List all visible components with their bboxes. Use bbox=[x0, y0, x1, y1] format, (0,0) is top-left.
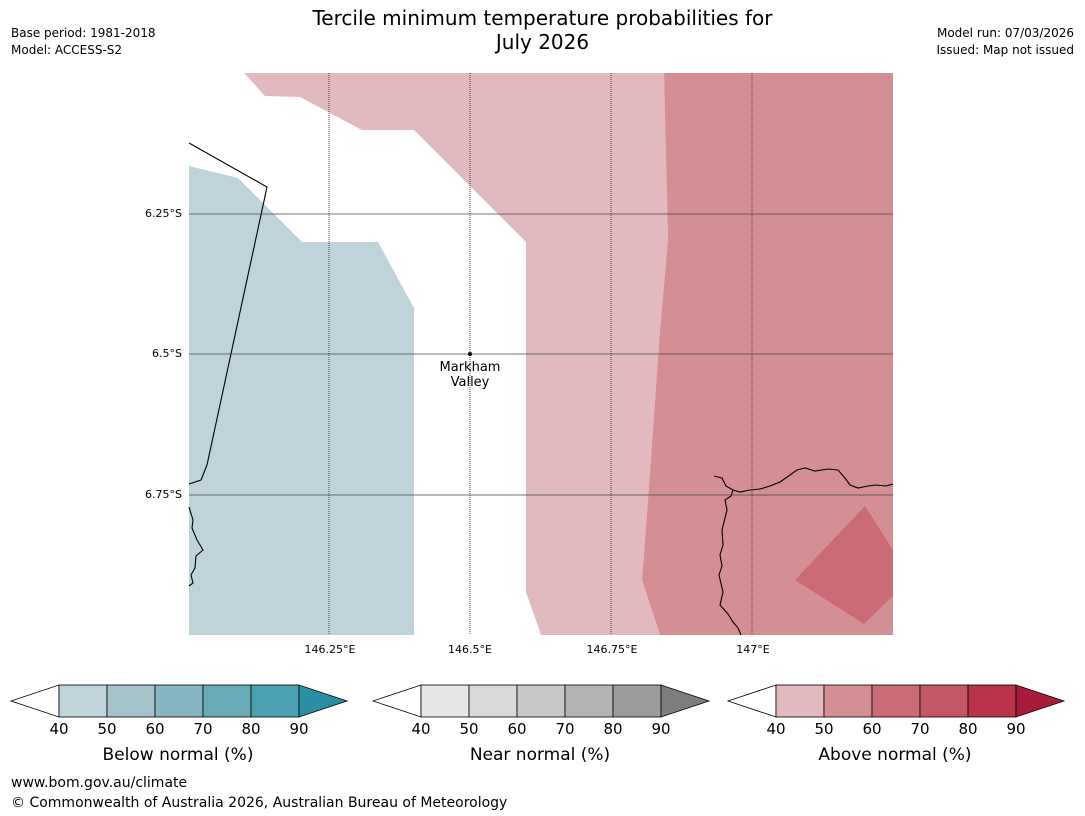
colorbar-segment bbox=[106, 684, 156, 718]
colorbar-segment bbox=[516, 684, 566, 718]
colorbar-segment bbox=[154, 684, 204, 718]
colorbar-extend-low bbox=[726, 684, 777, 718]
title-line-2: July 2026 bbox=[495, 30, 590, 54]
colorbars bbox=[9, 684, 1066, 718]
lat-label: 6.75°S bbox=[145, 488, 182, 501]
colorbar-tick-label: 80 bbox=[241, 720, 261, 738]
colorbar-tick-label: 60 bbox=[862, 720, 882, 738]
meta-right: Model run: 07/03/2026 Issued: Map not is… bbox=[936, 25, 1074, 59]
meta-left: Base period: 1981-2018 Model: ACCESS-S2 bbox=[11, 25, 156, 59]
coastline-west bbox=[188, 506, 204, 587]
model-name: Model: ACCESS-S2 bbox=[11, 43, 123, 57]
colorbar-above-normal bbox=[726, 684, 1066, 718]
colorbar-segment bbox=[58, 684, 108, 718]
footer-copyright: © Commonwealth of Australia 2026, Austra… bbox=[11, 795, 508, 811]
footer-url: www.bom.gov.au/climate bbox=[11, 775, 188, 791]
colorbar-segment bbox=[202, 684, 252, 718]
colorbar-extend-low bbox=[9, 684, 60, 718]
colorbar-tick-label: 60 bbox=[507, 720, 527, 738]
colorbar-tick-label: 70 bbox=[193, 720, 213, 738]
colorbar-tick-label: 80 bbox=[603, 720, 623, 738]
colorbar-extend-high bbox=[660, 684, 711, 718]
legend-title-near: Near normal (%) bbox=[469, 745, 611, 765]
colorbar-tick-label: 40 bbox=[411, 720, 431, 738]
base-period: Base period: 1981-2018 bbox=[11, 26, 156, 40]
lon-label: 147°E bbox=[736, 643, 770, 656]
border-line bbox=[188, 142, 268, 485]
colorbar-tick-label: 50 bbox=[814, 720, 834, 738]
colorbar-tick-label: 60 bbox=[145, 720, 165, 738]
colorbar-segment bbox=[871, 684, 921, 718]
map-title: Tercile minimum temperature probabilitie… bbox=[0, 6, 1085, 54]
colorbar-tick-label: 90 bbox=[289, 720, 309, 738]
colorbar-segment bbox=[967, 684, 1017, 718]
colorbar-segment bbox=[468, 684, 518, 718]
region-above-normal-60-70 bbox=[795, 506, 893, 624]
colorbar-segment bbox=[250, 684, 300, 718]
colorbar-tick-label: 90 bbox=[1006, 720, 1026, 738]
colorbar-segment bbox=[564, 684, 614, 718]
colorbar-tick-label: 50 bbox=[97, 720, 117, 738]
colorbar-tick-label: 70 bbox=[555, 720, 575, 738]
legend-title-above: Above normal (%) bbox=[818, 745, 972, 765]
colorbar-tick-label: 80 bbox=[958, 720, 978, 738]
region-above-normal-40-50 bbox=[244, 73, 668, 635]
colorbar-extend-high bbox=[1015, 684, 1066, 718]
place-label: Markham Valley bbox=[420, 360, 520, 390]
colorbar-tick-label: 90 bbox=[651, 720, 671, 738]
place-name-line-2: Valley bbox=[450, 375, 490, 390]
region-below-normal-40-50 bbox=[189, 166, 414, 635]
lon-label: 146.25°E bbox=[304, 643, 356, 656]
colorbar-below-normal bbox=[9, 684, 349, 718]
coastline-huon bbox=[713, 475, 742, 636]
place-name-line-1: Markham bbox=[439, 360, 501, 375]
issued-status: Issued: Map not issued bbox=[936, 43, 1074, 57]
colorbar-segment bbox=[612, 684, 662, 718]
location-marker bbox=[468, 352, 472, 356]
model-run: Model run: 07/03/2026 bbox=[936, 26, 1074, 40]
lat-label: 6.25°S bbox=[145, 207, 182, 220]
colorbar-tick-label: 40 bbox=[766, 720, 786, 738]
lon-label: 146.5°E bbox=[448, 643, 492, 656]
colorbar-segment bbox=[919, 684, 969, 718]
lat-label: 6.5°S bbox=[152, 347, 182, 360]
legend-title-below: Below normal (%) bbox=[102, 745, 254, 765]
colorbar-segment bbox=[775, 684, 825, 718]
coastline-north bbox=[732, 467, 894, 493]
colorbar-extend-high bbox=[298, 684, 349, 718]
colorbar-tick-label: 70 bbox=[910, 720, 930, 738]
colorbar-tick-label: 40 bbox=[49, 720, 69, 738]
colorbar-near-normal bbox=[371, 684, 711, 718]
colorbar-extend-low bbox=[371, 684, 422, 718]
lon-label: 146.75°E bbox=[586, 643, 638, 656]
colorbar-segment bbox=[420, 684, 470, 718]
title-line-1: Tercile minimum temperature probabilitie… bbox=[312, 6, 773, 30]
colorbar-tick-label: 50 bbox=[459, 720, 479, 738]
colorbar-segment bbox=[823, 684, 873, 718]
